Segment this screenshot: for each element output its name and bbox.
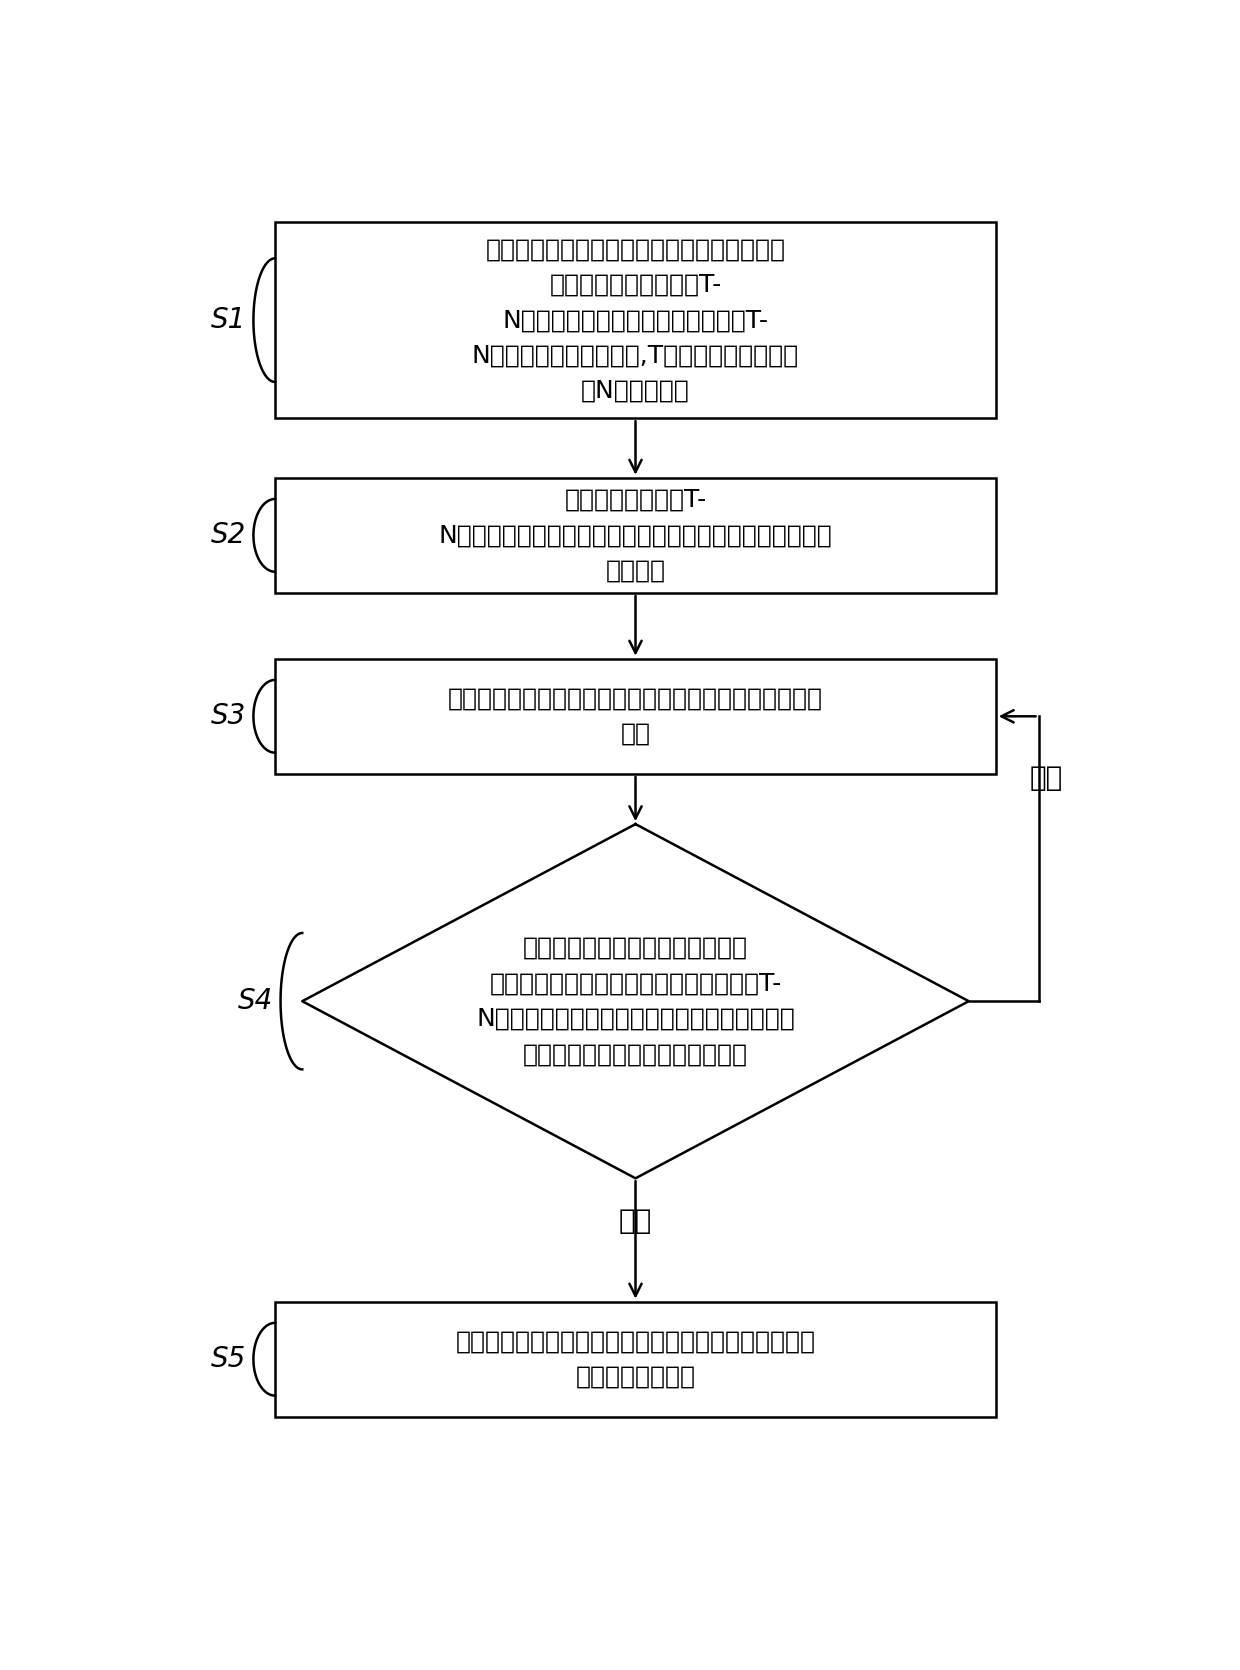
Text: 获取当前运行绕组运行时电机主轴的当前转速和当前输出
力矩: 获取当前运行绕组运行时电机主轴的当前转速和当前输出 力矩 <box>448 686 823 746</box>
Text: 若是: 若是 <box>619 1207 652 1234</box>
Text: 若否: 若否 <box>1029 763 1063 792</box>
Text: S2: S2 <box>211 521 247 549</box>
Bar <box>275 658 996 775</box>
Bar <box>275 478 996 593</box>
Text: 获取当前运行绕组和待替换绕组在各自运行时
，当前运行绕组对应的T-
N绕组特性曲线和待替换绕组对应的T-
N绕组特性曲线的重合点,T为电机主轴输出力矩
，N为电: 获取当前运行绕组和待替换绕组在各自运行时 ，当前运行绕组对应的T- N绕组特性曲… <box>472 237 799 402</box>
Text: 判断当前运行绕组基于当前转速和
当前输出力矩构成的位于当前运行绕组的T-
N特性曲线上的点是否位于切换点处或位于切换
点沿所述输出力矩变化趋势的前方: 判断当前运行绕组基于当前转速和 当前输出力矩构成的位于当前运行绕组的T- N特性… <box>476 937 795 1067</box>
Text: 关闭当前运行绕组，开启待替换绕组将待替换绕组作为
新的当前运行绕组: 关闭当前运行绕组，开启待替换绕组将待替换绕组作为 新的当前运行绕组 <box>455 1329 816 1389</box>
Text: S3: S3 <box>211 703 247 730</box>
Text: S4: S4 <box>238 987 273 1015</box>
Bar <box>275 222 996 418</box>
Text: 在当前运行绕组的T-
N绕组特性曲线的重合点处，沿输出力矩变化趋势的前方设
置切换点: 在当前运行绕组的T- N绕组特性曲线的重合点处，沿输出力矩变化趋势的前方设 置切… <box>439 488 832 583</box>
Text: S5: S5 <box>211 1346 247 1373</box>
Text: S1: S1 <box>211 306 247 334</box>
Bar <box>275 1301 996 1418</box>
